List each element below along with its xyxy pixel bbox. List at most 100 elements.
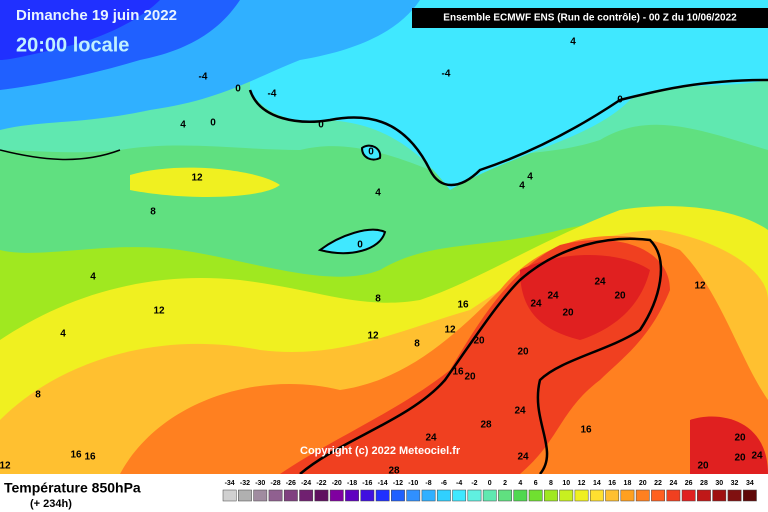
contour-label: 20 (734, 453, 746, 464)
contour-lines (0, 78, 768, 475)
scale-swatch (605, 489, 620, 502)
contour-label: 16 (84, 452, 96, 463)
contour-label: 12 (694, 281, 706, 292)
scale-swatch (299, 489, 314, 502)
contour-label: 4 (375, 188, 381, 199)
scale-tick-label: -20 (332, 480, 342, 487)
scale-tick-label: 30 (715, 480, 723, 487)
scale-tick-label: 24 (669, 480, 677, 487)
contour-label: 0 (357, 240, 363, 251)
scale-tick-label: 28 (700, 480, 708, 487)
scale-tick-label: -10 (408, 480, 418, 487)
scale-tick-label: 4 (518, 480, 522, 487)
scale-swatch (513, 489, 528, 502)
scale-tick-label: 8 (549, 480, 553, 487)
contour-label: 4 (527, 172, 533, 183)
contour-label: 4 (60, 329, 66, 340)
scale-tick-label: -14 (378, 480, 388, 487)
scale-tick-label: -16 (362, 480, 372, 487)
scale-tick-label: 6 (534, 480, 538, 487)
contour-label: 24 (751, 451, 763, 462)
contour-label: 20 (734, 433, 746, 444)
contour-label: 8 (35, 390, 41, 401)
scale-swatch (329, 489, 344, 502)
contour-label: -4 (199, 72, 208, 83)
contour-label: 16 (457, 300, 469, 311)
scale-tick-label: -22 (316, 480, 326, 487)
contour-label: 4 (180, 120, 186, 131)
contour-label: 0 (235, 84, 241, 95)
contour-label: 24 (517, 452, 529, 463)
date: Dimanche 19 juin 2022 (16, 7, 177, 24)
scale-swatch (467, 489, 482, 502)
contour-label: 24 (594, 277, 606, 288)
contour-label: 4 (90, 272, 96, 283)
scale-swatch (406, 489, 421, 502)
contour-label: 12 (444, 325, 456, 336)
scale-tick-label: -28 (270, 480, 280, 487)
contour-label: 0 (368, 147, 374, 158)
scale-swatch (742, 489, 757, 502)
scale-swatch (283, 489, 298, 502)
contour-label: 16 (70, 450, 82, 461)
scale-tick-label: 22 (654, 480, 662, 487)
scale-tick-label: 14 (593, 480, 601, 487)
scale-swatch (314, 489, 329, 502)
scale-tick-label: 34 (746, 480, 754, 487)
scale-swatch (452, 489, 467, 502)
scale-tick-label: -32 (240, 480, 250, 487)
scale-tick-label: -34 (225, 480, 235, 487)
contour-label: 12 (367, 331, 379, 342)
contour-label: 20 (614, 291, 626, 302)
contour-label: 28 (480, 420, 492, 431)
run-info: Ensemble ECMWF ENS (Run de contrôle) - 0… (443, 13, 737, 24)
scale-tick-label: -4 (456, 480, 462, 487)
scale-swatch (498, 489, 512, 502)
scale-swatch (528, 489, 543, 502)
scale-swatch (651, 489, 665, 502)
scale-swatch (360, 489, 375, 502)
scale-tick-label: -18 (347, 480, 357, 487)
scale-tick-label: -6 (441, 480, 447, 487)
scale-swatch (727, 489, 742, 502)
scale-tick-label: 26 (685, 480, 693, 487)
scale-tick-label: -12 (393, 480, 403, 487)
scale-tick-label: 10 (562, 480, 570, 487)
scale-swatch (544, 489, 558, 502)
contour-label: 20 (473, 336, 485, 347)
scale-tick-label: -30 (255, 480, 265, 487)
scale-swatch (268, 489, 283, 502)
scale-swatch (712, 489, 727, 502)
contour-label: 12 (191, 173, 203, 184)
map-fields (0, 0, 768, 474)
contour-label: 0 (210, 118, 216, 129)
contour-label: 16 (452, 367, 464, 378)
scale-tick-label: -2 (471, 480, 477, 487)
contour-label: 4 (519, 181, 525, 192)
contour-label: 16 (580, 425, 592, 436)
scale-swatch (635, 489, 650, 502)
run-box (412, 8, 768, 28)
color-scale: -34 -32 -30 -28 -26 -24 -22 -20 -18 -16 -14 -12 -10-… (222, 480, 757, 502)
scale-swatch (589, 489, 604, 502)
contour-label: 24 (514, 406, 526, 417)
copyright: Copyright (c) 2022 Meteociel.fr (300, 445, 461, 457)
scale-tick-label: 32 (731, 480, 739, 487)
scale-tick-label: -24 (301, 480, 311, 487)
scale-tick-label: 12 (578, 480, 586, 487)
contour-label: -4 (268, 89, 277, 100)
scale-swatch (574, 489, 589, 502)
contour-label: 20 (464, 372, 476, 383)
contour-label: 8 (150, 207, 156, 218)
scale-tick-label: -8 (425, 480, 431, 487)
scale-swatch (436, 489, 451, 502)
contour-label: 8 (375, 294, 381, 305)
contour-label: 12 (153, 306, 165, 317)
contour-label: 28 (388, 466, 400, 477)
scale-swatch (421, 489, 436, 502)
scale-tick-label: 0 (488, 480, 492, 487)
contour-label: 8 (414, 339, 420, 350)
scale-tick-label: -26 (286, 480, 296, 487)
